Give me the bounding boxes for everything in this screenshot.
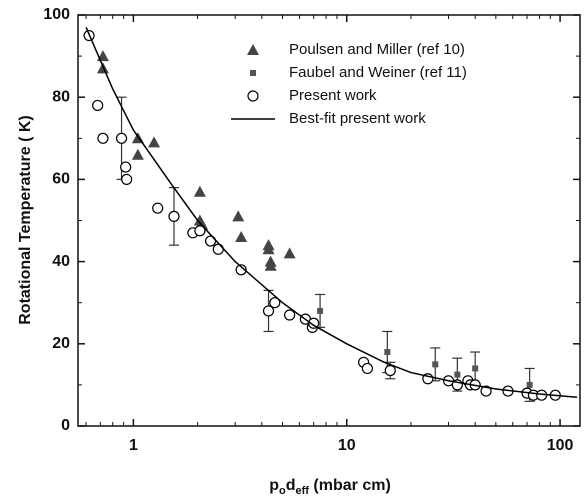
circle-point	[384, 364, 396, 377]
circle-point	[168, 210, 180, 222]
triangle-point	[283, 247, 296, 259]
square-point	[472, 365, 479, 372]
y-axis-label: Rotational Temperature ( K)	[17, 115, 34, 325]
circle-point	[120, 161, 132, 173]
square-point	[454, 371, 461, 378]
triangle-point	[235, 230, 248, 242]
legend-marker	[247, 90, 259, 102]
fit-line	[85, 27, 578, 398]
x-tick-label: 1	[129, 437, 138, 454]
y-tick-label: 60	[52, 171, 70, 188]
triangle-point	[131, 148, 144, 160]
x-label-part: d	[286, 477, 296, 494]
legend-label: Best-fit present work	[289, 110, 426, 127]
y-tick-label: 80	[52, 88, 70, 105]
square-point	[317, 307, 324, 314]
circle-point	[284, 309, 296, 321]
x-tick-label: 10	[338, 437, 356, 454]
x-label-part: eff	[296, 485, 310, 497]
circle-point	[235, 264, 247, 276]
circle-point	[92, 99, 104, 112]
legend-label: Poulsen and Miller (ref 10)	[289, 41, 465, 58]
triangle-point	[193, 185, 206, 197]
triangle-point	[262, 243, 275, 255]
x-axis-label: podeff (mbar cm)	[269, 477, 391, 497]
triangle-point	[264, 259, 277, 271]
legend-label: Present work	[289, 87, 377, 104]
x-label-part: o	[279, 485, 286, 497]
circle-point	[269, 297, 281, 309]
y-tick-label: 0	[61, 417, 70, 434]
triangle-point	[148, 136, 161, 148]
legend-marker	[250, 70, 256, 76]
square-point	[526, 381, 533, 388]
circle-point	[361, 362, 374, 375]
x-tick-label: 100	[547, 437, 574, 454]
legend-marker	[247, 44, 259, 55]
y-tick-label: 20	[52, 335, 70, 352]
square-point	[384, 349, 391, 356]
circle-point	[152, 202, 164, 214]
legend-label: Faubel and Weiner (ref 11)	[289, 64, 467, 81]
circle-point	[97, 132, 109, 144]
circle-point	[480, 385, 492, 397]
x-label-part: (mbar cm)	[309, 477, 391, 494]
square-point	[432, 361, 439, 368]
circle-point	[121, 173, 133, 185]
x-label-part: p	[269, 477, 279, 494]
circle-point	[308, 317, 320, 329]
circle-point	[115, 132, 128, 144]
triangle-point	[232, 210, 245, 222]
circle-point	[194, 225, 206, 237]
circle-point	[212, 243, 224, 255]
y-tick-label: 100	[43, 6, 70, 23]
y-tick-label: 40	[52, 253, 70, 270]
circle-point	[262, 305, 275, 317]
